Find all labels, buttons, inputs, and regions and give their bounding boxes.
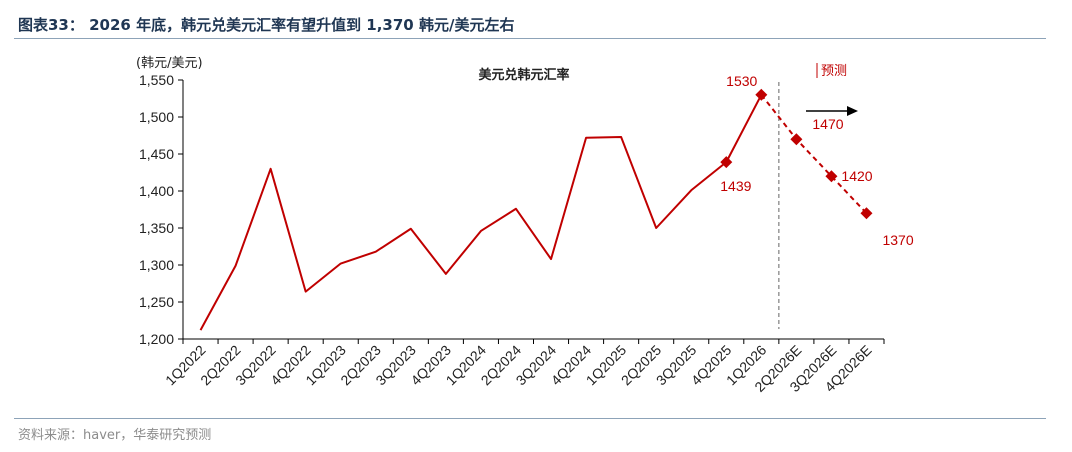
- figure-title: 图表33： 2026 年底，韩元兑美元汇率有望升值到 1,370 韩元/美元左右: [18, 16, 515, 34]
- chart-title: 美元兑韩元汇率: [478, 67, 569, 83]
- y-tick-label: 1,200: [139, 331, 174, 347]
- data-label: 1439: [720, 178, 751, 194]
- y-axis: 1,200 1,250 1,300 1,350 1,400 1,450 1,500 1,550: [139, 72, 183, 347]
- data-point-marker: [720, 156, 733, 169]
- forecast-annotation: 预测: [816, 63, 847, 79]
- y-axis-unit-label: (韩元/美元): [136, 56, 203, 71]
- y-tick-label: 1,300: [139, 257, 174, 273]
- data-point-marker: [790, 133, 803, 146]
- data-label: 1530: [726, 73, 757, 89]
- forecast-annotation-label: 预测: [821, 64, 847, 79]
- actual-series-line: [199, 94, 763, 331]
- top-rule: [14, 38, 1046, 39]
- data-label: 1420: [841, 168, 872, 184]
- y-tick-label: 1,500: [139, 109, 174, 125]
- data-point-marker: [825, 170, 838, 183]
- y-tick-label: 1,250: [139, 294, 174, 310]
- forecast-series-line: [760, 94, 868, 214]
- data-label: 1370: [882, 232, 913, 248]
- y-tick-label: 1,550: [139, 72, 174, 88]
- y-tick-label: 1,400: [139, 183, 174, 199]
- y-tick-label: 1,350: [139, 220, 174, 236]
- forecast-arrow: [806, 106, 858, 116]
- x-axis: 1Q20222Q20223Q20224Q20221Q20232Q20233Q20…: [162, 339, 885, 395]
- y-tick-label: 1,450: [139, 146, 174, 162]
- data-label: 1470: [812, 116, 843, 132]
- markers-layer: 1439 1530 1470 1420 1370: [720, 73, 914, 248]
- series-layer: [199, 94, 868, 331]
- data-point-marker: [860, 207, 873, 220]
- bottom-rule: [14, 418, 1046, 419]
- source-note: 资料来源：haver，华泰研究预测: [18, 428, 212, 443]
- data-point-marker: [755, 88, 768, 101]
